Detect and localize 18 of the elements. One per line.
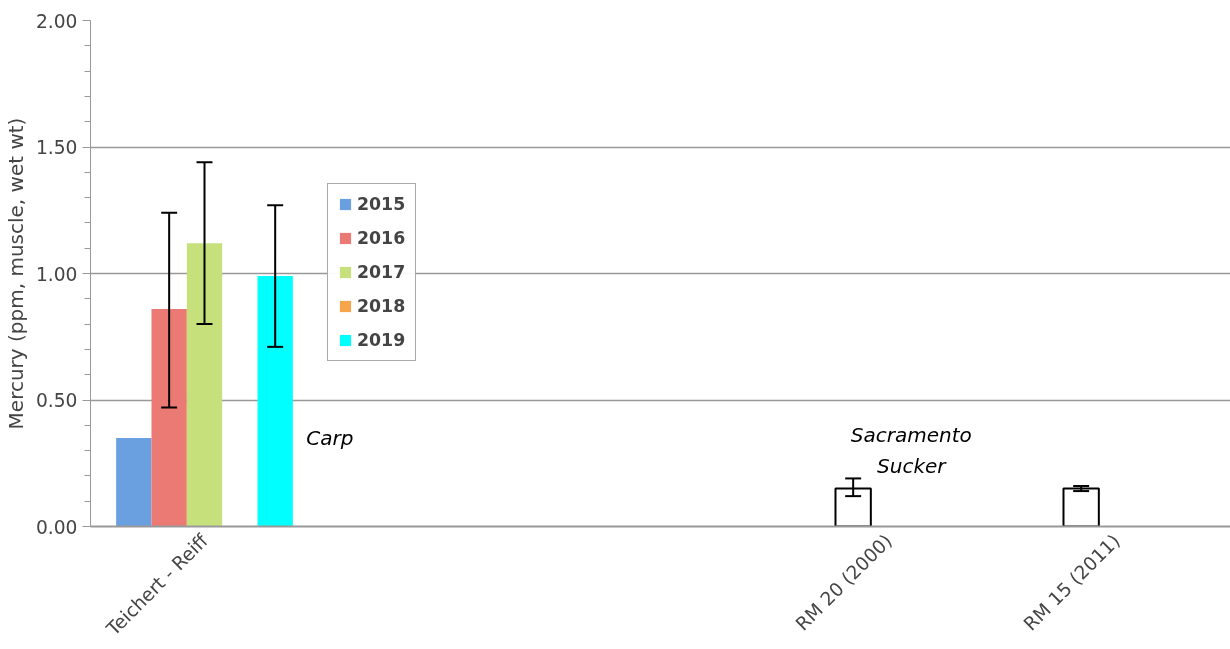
legend-label: 2019 xyxy=(357,330,406,350)
annotation: Carp xyxy=(306,425,354,450)
legend-label: 2015 xyxy=(357,194,406,214)
y-tick-label: 1.50 xyxy=(35,137,78,158)
bar xyxy=(186,243,223,527)
y-tick-label: 0.50 xyxy=(35,390,78,411)
bar xyxy=(151,308,187,527)
legend-label: 2016 xyxy=(357,228,406,248)
bar xyxy=(116,437,152,527)
legend-label: 2018 xyxy=(357,296,406,316)
y-axis-title: Mercury (ppm, muscle, wet wt) xyxy=(3,117,28,430)
bar xyxy=(1062,487,1100,527)
y-tick-label: 2.00 xyxy=(35,10,78,32)
legend-label: 2017 xyxy=(357,262,406,282)
bar xyxy=(257,276,293,527)
annotation: Sacramento Sucker xyxy=(850,423,972,479)
y-tick-label: 0.00 xyxy=(35,516,78,538)
y-tick-label: 1.00 xyxy=(35,263,78,285)
